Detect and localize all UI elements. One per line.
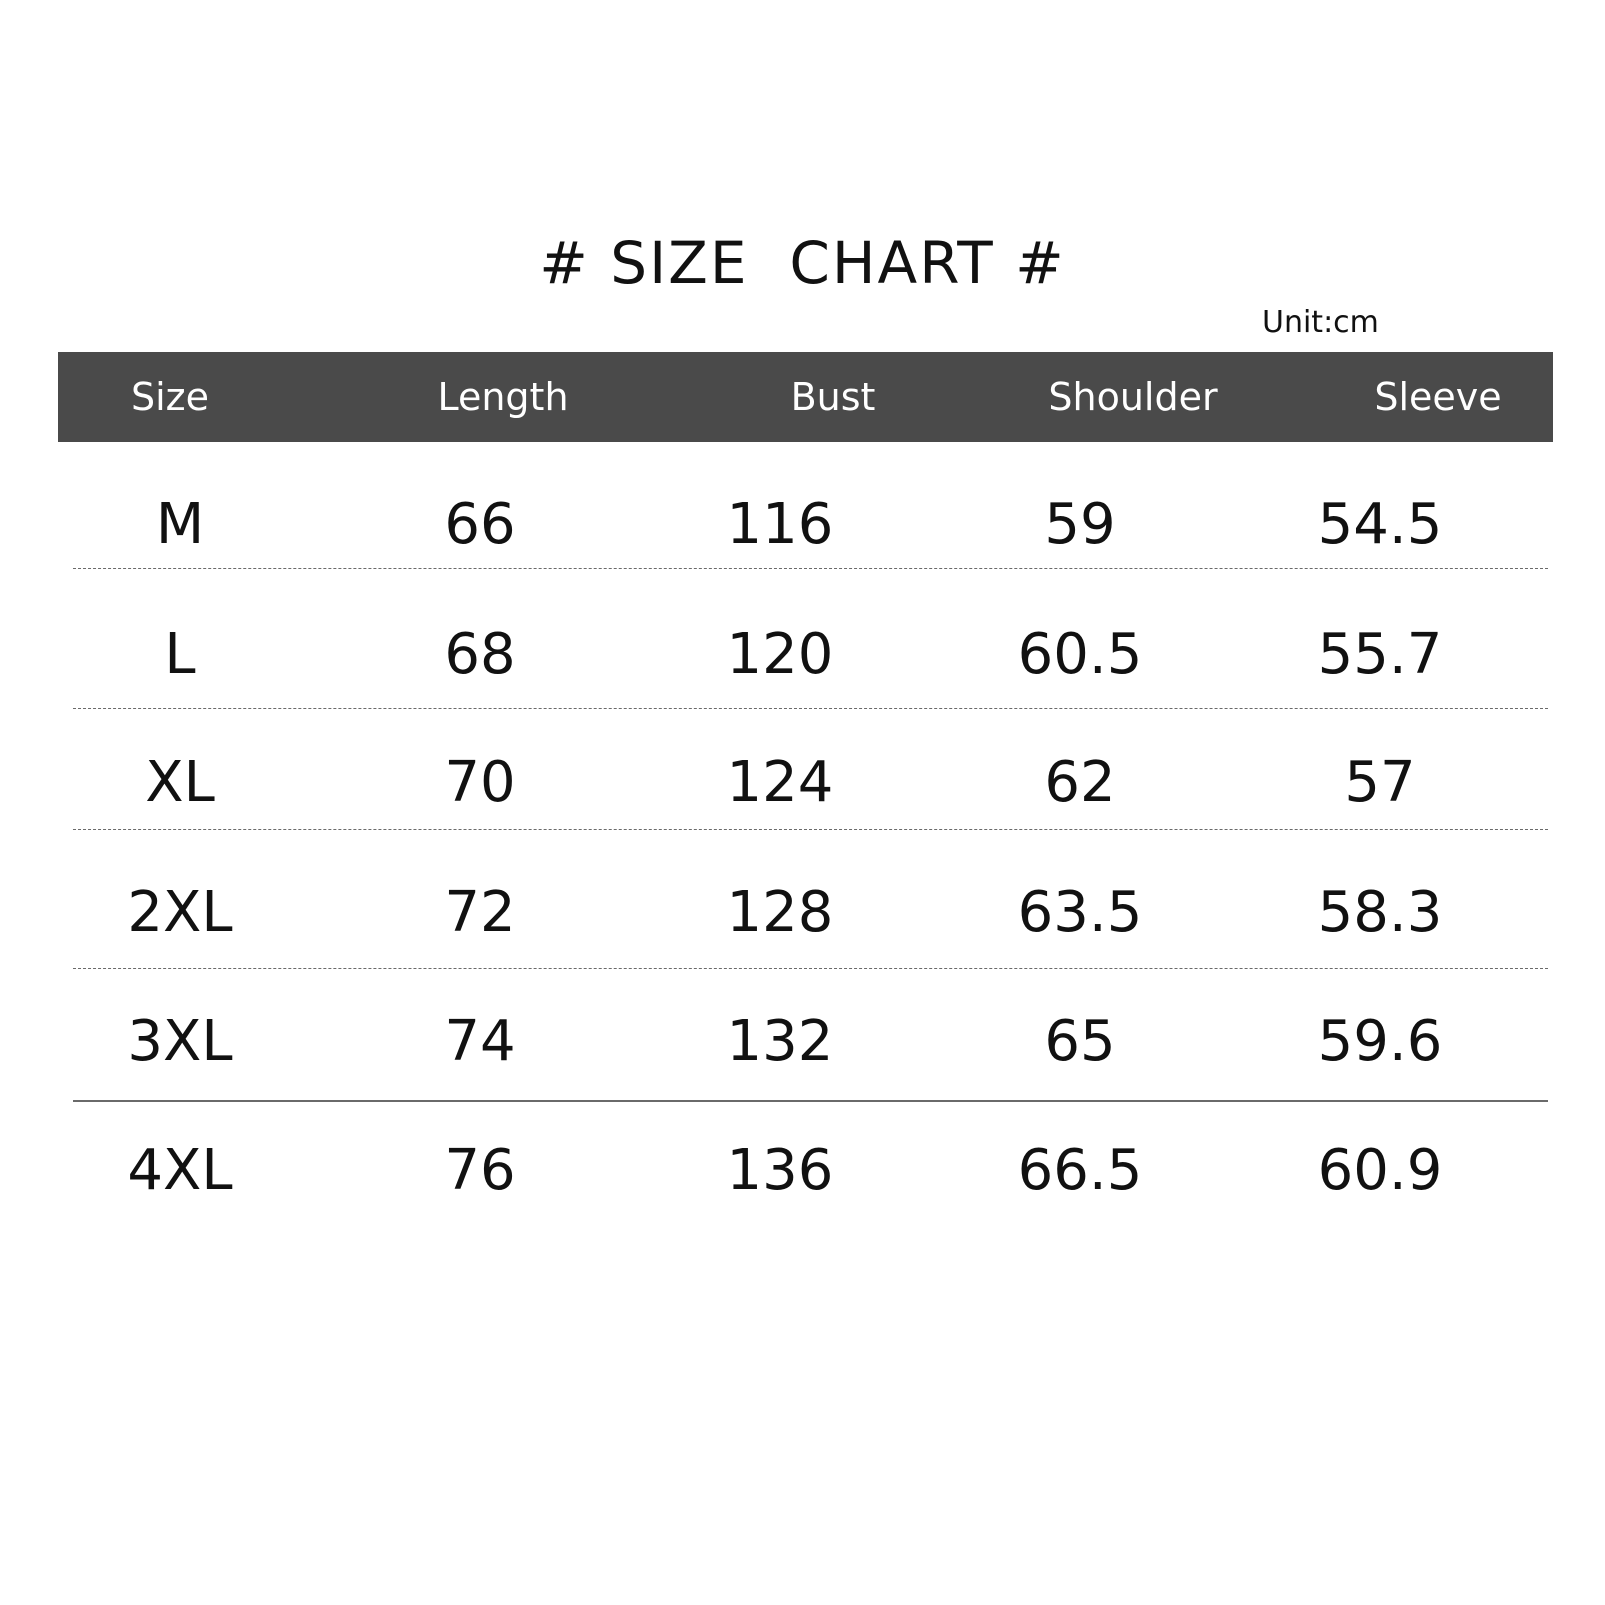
cell-length: 74 xyxy=(444,1009,516,1074)
cell-size: 3XL xyxy=(127,1009,233,1074)
cell-bust: 124 xyxy=(726,750,834,815)
cell-size: 2XL xyxy=(127,880,233,945)
cell-size: L xyxy=(164,622,196,687)
header-size: Size xyxy=(130,375,209,419)
cell-length: 66 xyxy=(444,492,516,557)
cell-sleeve: 59.6 xyxy=(1317,1009,1443,1074)
cell-bust: 120 xyxy=(726,622,834,687)
cell-bust: 136 xyxy=(726,1138,834,1203)
cell-size: 4XL xyxy=(127,1138,233,1203)
cell-shoulder: 60.5 xyxy=(1017,622,1143,687)
cell-bust: 116 xyxy=(726,492,834,557)
cell-length: 68 xyxy=(444,622,516,687)
table-row: L 68 120 60.5 55.7 xyxy=(0,600,1605,710)
cell-shoulder: 62 xyxy=(1044,750,1116,815)
cell-shoulder: 63.5 xyxy=(1017,880,1143,945)
cell-bust: 128 xyxy=(726,880,834,945)
cell-shoulder: 59 xyxy=(1044,492,1116,557)
row-separator xyxy=(73,829,1548,830)
cell-bust: 132 xyxy=(726,1009,834,1074)
cell-shoulder: 65 xyxy=(1044,1009,1116,1074)
header-length: Length xyxy=(437,375,569,419)
unit-label: Unit:cm xyxy=(1262,305,1379,340)
row-separator xyxy=(73,1100,1548,1102)
cell-size: XL xyxy=(145,750,215,815)
size-chart-title: # SIZE CHART # xyxy=(539,229,1066,297)
cell-length: 72 xyxy=(444,880,516,945)
cell-length: 76 xyxy=(444,1138,516,1203)
cell-size: M xyxy=(155,492,205,557)
header-bust: Bust xyxy=(790,375,876,419)
table-row: 3XL 74 132 65 59.6 xyxy=(0,987,1605,1097)
row-separator xyxy=(73,968,1548,969)
cell-sleeve: 60.9 xyxy=(1317,1138,1443,1203)
header-sleeve: Sleeve xyxy=(1374,375,1502,419)
table-row: M 66 116 59 54.5 xyxy=(0,470,1605,580)
cell-sleeve: 57 xyxy=(1344,750,1416,815)
row-separator xyxy=(73,708,1548,709)
table-row: 4XL 76 136 66.5 60.9 xyxy=(0,1116,1605,1226)
row-separator xyxy=(73,568,1548,569)
cell-sleeve: 55.7 xyxy=(1317,622,1443,687)
table-header: Size Length Bust Shoulder Sleeve xyxy=(58,352,1553,442)
cell-length: 70 xyxy=(444,750,516,815)
cell-sleeve: 58.3 xyxy=(1317,880,1443,945)
cell-sleeve: 54.5 xyxy=(1317,492,1443,557)
table-row: XL 70 124 62 57 xyxy=(0,728,1605,838)
cell-shoulder: 66.5 xyxy=(1017,1138,1143,1203)
header-shoulder: Shoulder xyxy=(1048,375,1218,419)
table-row: 2XL 72 128 63.5 58.3 xyxy=(0,858,1605,968)
